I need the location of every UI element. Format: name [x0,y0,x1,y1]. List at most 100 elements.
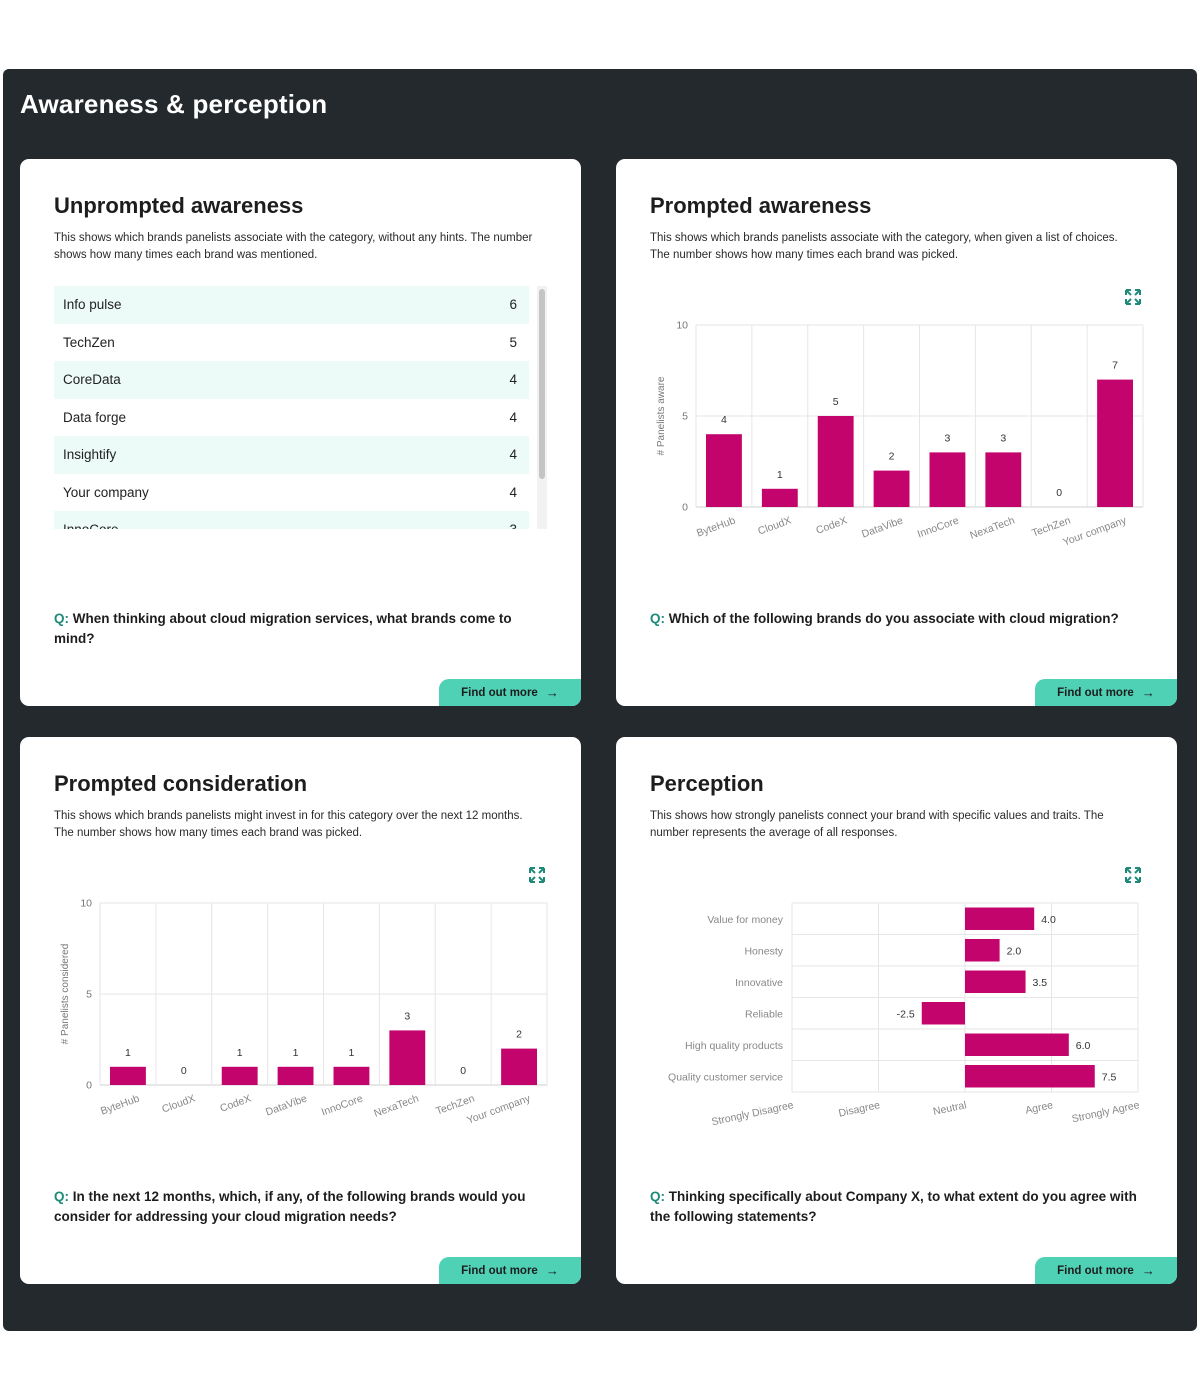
expand-icon[interactable] [529,867,545,883]
x-tick-label: CloudX [160,1093,196,1116]
bar [985,452,1022,507]
brand-count: 4 [509,484,517,500]
bar [921,1002,965,1025]
y-tick-label: Honesty [744,945,783,957]
y-tick-label: Value for money [707,914,783,926]
y-tick-label: Reliable [745,1008,783,1020]
data-label: 5 [833,396,839,408]
card-title: Unprompted awareness [54,193,304,218]
find-out-more-button[interactable]: Find out more → [1035,1257,1177,1284]
x-tick-label: Strongly Disagree [710,1099,794,1128]
brand-label: Insightify [63,447,117,463]
x-tick-label: NexaTech [968,514,1016,541]
question-body: Thinking specifically about Company X, t… [650,1189,1137,1224]
list-item: InnoCore 3 [54,511,529,529]
bar [873,470,910,507]
bar [965,1065,1095,1088]
awareness-panel: Awareness & perception Unprompted awaren… [3,69,1197,1331]
question-text: Q: Which of the following brands do you … [650,609,1142,629]
find-out-more-button[interactable]: Find out more → [1035,679,1177,706]
x-tick-label: Your company [465,1092,533,1126]
prompted-awareness-chart: 0 5 10 4 ByteHub 1 CloudX 5 CodeX 2 DataVibe 3 InnoC… [656,320,1144,549]
y-tick-label: 10 [80,898,92,910]
list-item: CoreData 4 [54,361,529,399]
data-label: 1 [237,1047,243,1059]
list-item: Your company 4 [54,474,529,512]
x-tick-label: InnoCore [916,514,961,540]
x-tick-label: ByteHub [695,514,737,539]
data-label: 1 [293,1047,299,1059]
find-out-more-button[interactable]: Find out more → [439,1257,581,1284]
x-tick-label: Strongly Agree [1071,1099,1141,1125]
data-label: 2 [889,451,895,463]
x-tick-label: InnoCore [320,1092,365,1118]
card-title: Prompted awareness [650,193,872,218]
brand-count: 5 [509,334,517,350]
scrollbar-thumb[interactable] [539,289,545,479]
bar [221,1066,258,1085]
y-tick-label: High quality products [685,1040,783,1052]
bar [501,1048,537,1085]
button-label: Find out more [461,686,538,699]
page-title: Awareness & perception [20,89,328,119]
card-title: Prompted consideration [54,771,308,796]
brand-rows: Info pulse 6 TechZen 5 CoreData 4 Data forge 4 I… [54,286,547,529]
bar [761,488,798,507]
brand-label: TechZen [63,334,115,350]
y-axis-label: # Panelists aware [656,376,667,455]
data-label: 2.0 [1007,945,1022,957]
question-body: Which of the following brands do you ass… [668,611,1119,626]
x-tick-label: Your company [1061,514,1129,548]
data-label: 7.5 [1102,1071,1117,1083]
data-label: 1 [777,469,783,481]
brand-label: CoreData [63,372,121,388]
data-label: 4.0 [1041,914,1056,926]
brand-list[interactable]: Info pulse 6 TechZen 5 CoreData 4 Data forge 4 I… [54,286,547,529]
prompted-consideration-card: Prompted consideration This shows which … [20,737,581,1284]
x-tick-label: Disagree [838,1099,882,1120]
list-item: TechZen 5 [54,324,529,362]
x-tick-label: ByteHub [99,1092,141,1117]
y-tick-label: Quality customer service [668,1071,783,1083]
button-label: Find out more [1057,686,1134,699]
brand-label: Data forge [63,409,127,425]
y-axis-label: # Panelists considered [60,944,71,1045]
list-item: Info pulse 6 [54,286,529,324]
card-description: This shows which brands panelists associ… [54,232,533,261]
data-label: 4 [721,414,727,426]
arrow-right-icon: → [545,1263,559,1278]
data-label: -2.5 [897,1008,915,1020]
x-tick-label: Agree [1024,1099,1054,1117]
bar [965,1033,1069,1056]
question-prefix: Q: [54,1189,69,1204]
y-tick-label: 5 [86,989,92,1001]
y-tick-label: Innovative [735,977,783,989]
x-tick-label: NexaTech [372,1092,420,1119]
question-body: When thinking about cloud migration serv… [54,611,512,646]
expand-icon[interactable] [1125,289,1141,305]
x-tick-label: DataVibe [264,1092,309,1118]
list-item: Data forge 4 [54,399,529,437]
find-out-more-button[interactable]: Find out more → [439,679,581,706]
data-label: 0 [1056,487,1062,499]
card-title: Perception [650,771,764,796]
arrow-right-icon: → [1141,685,1155,700]
x-tick-label: CodeX [218,1093,252,1115]
list-item: Insightify 4 [54,436,529,474]
bar [817,416,854,507]
y-tick-label: 0 [86,1080,92,1092]
button-label: Find out more [461,1264,538,1277]
question-prefix: Q: [54,611,69,626]
unprompted-awareness-card: Unprompted awareness This shows which br… [20,159,581,706]
expand-icon[interactable] [1125,867,1141,883]
question-text: Q: When thinking about cloud migration s… [54,609,546,649]
y-tick-label: 5 [682,411,688,423]
perception-card: Perception This shows how strongly panel… [616,737,1177,1284]
y-tick-label: 10 [676,320,688,332]
y-tick-label: 0 [682,502,688,514]
scrollbar-track[interactable] [537,286,547,529]
bar [965,970,1026,993]
x-tick-label: DataVibe [860,514,905,540]
question-prefix: Q: [650,1189,665,1204]
brand-count: 4 [509,409,517,425]
